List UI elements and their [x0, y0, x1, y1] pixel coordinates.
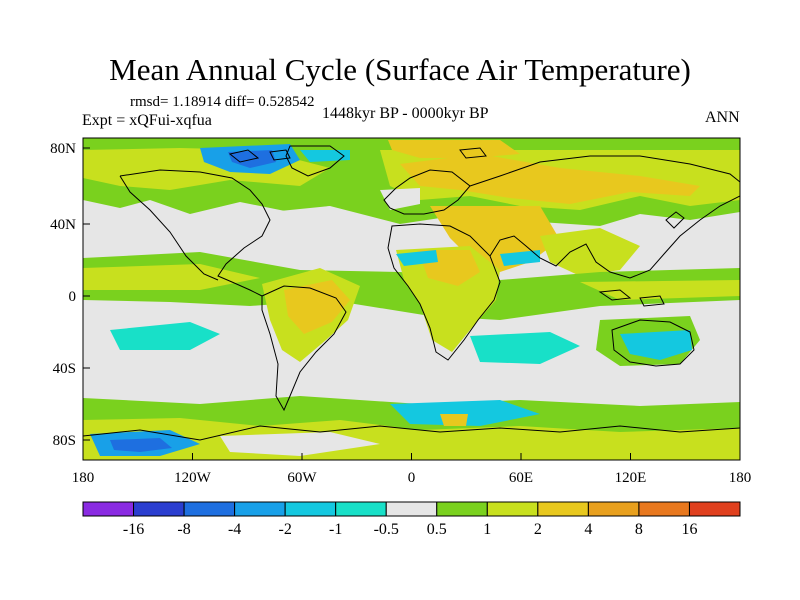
latitude-axis: 80N 40N 0 40S 80S	[50, 141, 90, 449]
chart-title: Mean Annual Cycle (Surface Air Temperatu…	[109, 52, 691, 87]
lon-label: 60E	[509, 470, 533, 486]
colorbar-swatch	[688, 501, 741, 517]
colorbar-swatch	[234, 501, 286, 517]
colorbar-label: 1	[483, 521, 491, 538]
coastline-japan	[665, 211, 685, 229]
anomaly-pacific-warm	[580, 280, 740, 300]
colorbar-label: -0.5	[374, 521, 399, 538]
lon-label: 60W	[287, 470, 317, 486]
anomaly-arabia-cool	[500, 250, 540, 266]
colorbar-label: -4	[228, 521, 241, 538]
lon-label: 120W	[174, 470, 212, 486]
lat-label: 40S	[53, 361, 76, 377]
colorbar: -16 -8 -4 -2 -1 -0.5 0.5 1 2 4 8 16	[82, 501, 741, 538]
anomaly-field	[83, 138, 740, 460]
anomaly-australia-cool	[620, 330, 692, 360]
longitude-axis: 180 120W 60W 0 60E 120E 180	[72, 453, 752, 486]
anomaly-north-pacific-neutral	[83, 214, 220, 258]
anomaly-north-atlantic-neutral	[266, 206, 350, 246]
colorbar-label: 16	[681, 521, 697, 538]
anomaly-antarctic-neutral	[220, 432, 380, 456]
colorbar-swatch	[537, 501, 589, 517]
anomaly-arctic-hot	[388, 140, 520, 158]
colorbar-label: -16	[123, 521, 144, 538]
colorbar-label: 4	[584, 521, 592, 538]
experiment-label: Expt = xQFui-xqfua	[82, 112, 212, 129]
coastline-australia	[611, 319, 695, 367]
coastline-north-america	[119, 169, 271, 297]
colorbar-label: -2	[278, 521, 291, 538]
anomaly-tropics-warm	[83, 264, 260, 290]
colorbar-swatch	[82, 501, 135, 517]
coastline-europe	[383, 169, 471, 215]
coastline-indonesia	[598, 289, 665, 307]
colorbar-swatch	[385, 501, 438, 517]
lon-label: 0	[408, 470, 416, 486]
colorbar-swatch	[335, 501, 387, 517]
period-label: 1448kyr BP - 0000kyr BP	[322, 105, 489, 122]
lat-label: 80N	[50, 141, 76, 157]
colorbar-swatch	[436, 501, 488, 517]
colorbar-label: 0.5	[427, 521, 447, 538]
anomaly-antarctic-hot	[440, 414, 468, 426]
anomaly-southern-atlantic-cool	[390, 400, 540, 426]
colorbar-label: -8	[177, 521, 190, 538]
lon-label: 120E	[615, 470, 647, 486]
lat-label: 40N	[50, 217, 76, 233]
colorbar-swatch	[133, 501, 185, 517]
stats-text: rmsd= 1.18914 diff= 0.528542	[130, 94, 315, 110]
colorbar-label: -1	[329, 521, 342, 538]
colorbar-label: 2	[534, 521, 542, 538]
anomaly-antarctic-colder	[110, 438, 172, 452]
anomaly-arctic-cool	[300, 150, 350, 162]
lon-label: 180	[72, 470, 95, 486]
coastlines	[83, 145, 740, 441]
coastline-africa	[387, 223, 501, 361]
coastline-arctic-islands	[228, 147, 487, 163]
season-label: ANN	[705, 109, 740, 126]
lat-label: 0	[69, 289, 77, 305]
colorbar-label: 8	[635, 521, 643, 538]
colorbar-swatch	[183, 501, 236, 517]
colorbar-swatch	[587, 501, 640, 517]
anomaly-eurasia-hot	[400, 154, 700, 204]
colorbar-swatch	[486, 501, 539, 517]
anomaly-sahara-cool	[396, 250, 438, 266]
coastline-south-america	[261, 285, 347, 412]
coastline-asia	[469, 155, 740, 279]
anomaly-indian-ocean-cool	[470, 332, 580, 364]
coastline-north-america-west	[119, 175, 219, 281]
anomaly-south-pacific-cool	[110, 322, 220, 350]
anomaly-south-america-hot	[284, 280, 350, 334]
lat-label: 80S	[53, 433, 76, 449]
lon-label: 180	[729, 470, 752, 486]
colorbar-swatch	[638, 501, 690, 517]
coastline-antarctica	[83, 425, 740, 441]
colorbar-swatch	[284, 501, 337, 517]
